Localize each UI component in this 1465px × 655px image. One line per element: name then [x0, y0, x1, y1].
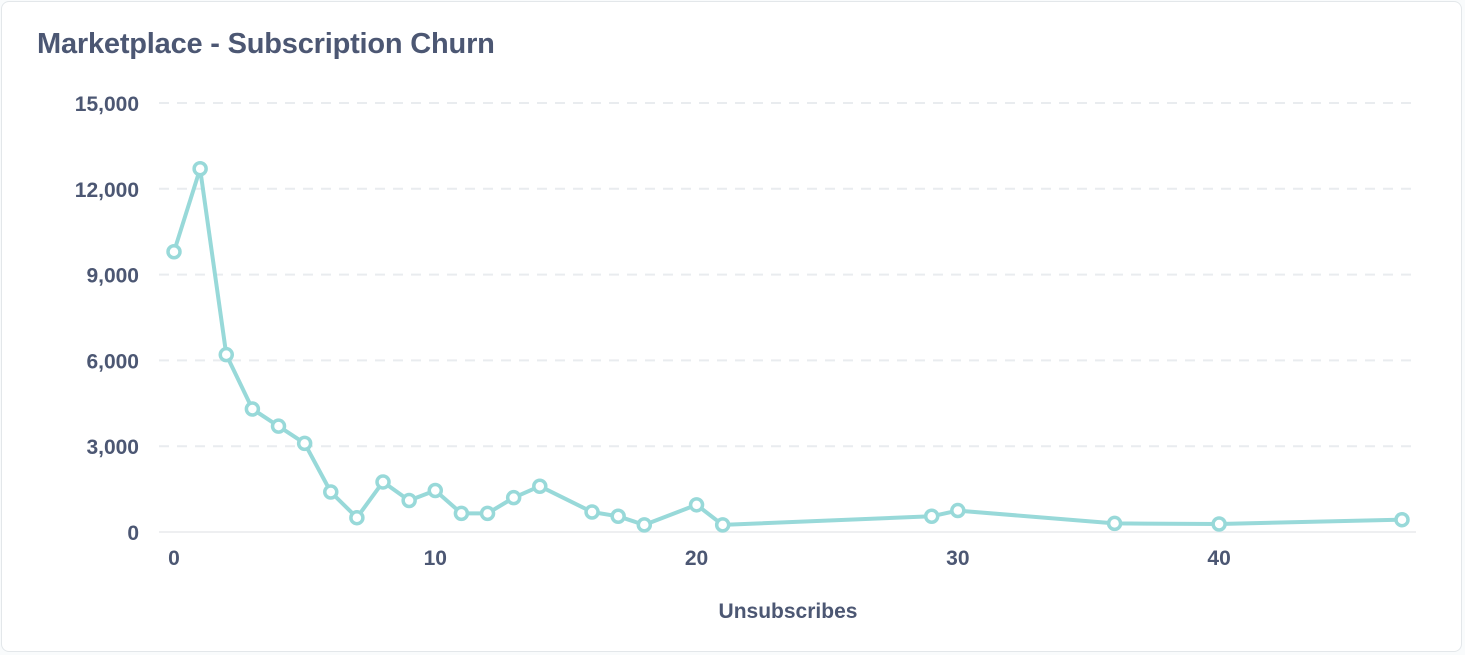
data-point — [427, 482, 444, 499]
data-point — [688, 497, 705, 513]
data-point — [270, 418, 287, 434]
data-point — [714, 517, 731, 533]
data-point — [584, 504, 600, 520]
data-point — [923, 508, 940, 525]
x-tick-label: 0 — [168, 547, 180, 570]
y-tick-label: 9,000 — [86, 265, 139, 288]
y-tick-label: 15,000 — [75, 93, 139, 116]
data-points — [166, 161, 1410, 533]
series-line-group — [172, 166, 1404, 527]
data-point — [532, 478, 548, 494]
y-tick-label: 0 — [127, 522, 139, 545]
data-point — [479, 505, 496, 522]
data-point — [1106, 515, 1123, 532]
data-point — [375, 474, 391, 490]
data-point — [401, 492, 417, 509]
data-point — [1211, 516, 1227, 532]
y-tick-label: 6,000 — [86, 350, 139, 373]
data-point — [218, 346, 235, 363]
data-point — [950, 502, 966, 519]
data-point — [323, 484, 339, 500]
x-tick-label: 20 — [685, 547, 708, 570]
gridlines — [159, 102, 1414, 448]
data-point — [1394, 511, 1410, 528]
data-point — [453, 505, 470, 522]
data-point — [505, 489, 522, 506]
chart-title[interactable]: Marketplace - Subscription Churn — [37, 28, 495, 60]
y-tick-label: 12,000 — [75, 179, 139, 202]
data-point — [192, 161, 208, 177]
data-point — [349, 509, 365, 526]
data-point — [296, 435, 313, 452]
x-tick-label: 30 — [946, 547, 969, 570]
data-point — [610, 508, 626, 525]
x-tick-label: 10 — [424, 547, 447, 570]
data-point — [244, 401, 261, 417]
data-point — [636, 517, 653, 533]
tick-labels: 0 3,000 6,000 9,000 12,000 15,000 0 10 20 30 40 — [75, 93, 1231, 570]
y-tick-label: 3,000 — [86, 436, 139, 459]
x-axis-title: Unsubscribes — [719, 600, 858, 623]
x-tick-label: 40 — [1207, 547, 1230, 570]
data-point — [166, 243, 182, 260]
series-line — [172, 166, 1404, 527]
